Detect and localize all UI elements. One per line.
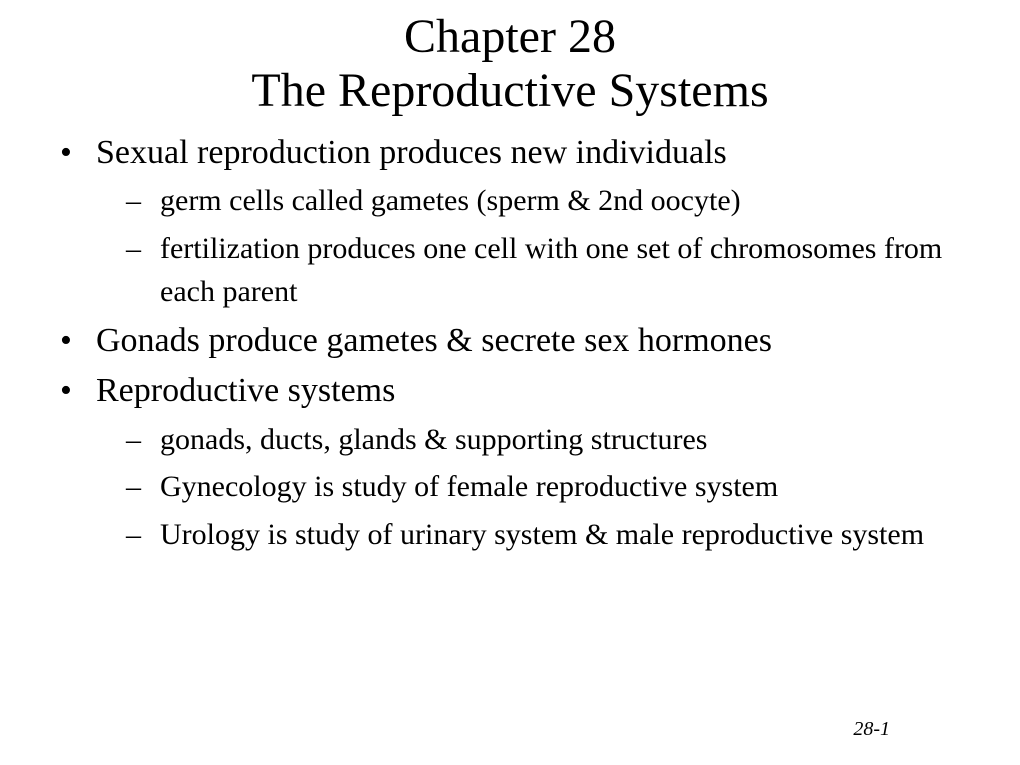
sub-list: gonads, ducts, glands & supporting struc…	[96, 418, 980, 557]
list-item: fertilization produces one cell with one…	[126, 227, 980, 314]
sub-list: germ cells called gametes (sperm & 2nd o…	[96, 179, 980, 314]
list-item: Urology is study of urinary system & mal…	[126, 513, 980, 557]
bullet-text: Sexual reproduction produces new individ…	[96, 134, 727, 171]
bullet-text: germ cells called gametes (sperm & 2nd o…	[160, 184, 741, 217]
list-item: Sexual reproduction produces new individ…	[60, 130, 980, 314]
slide-container: Chapter 28 The Reproductive Systems Sexu…	[0, 0, 1020, 580]
list-item: gonads, ducts, glands & supporting struc…	[126, 418, 980, 462]
list-item: Gynecology is study of female reproducti…	[126, 465, 980, 509]
page-number: 28-1	[853, 718, 890, 741]
bullet-text: fertilization produces one cell with one…	[160, 232, 942, 309]
title-line-1: Chapter 28	[40, 10, 980, 64]
list-item: Gonads produce gametes & secrete sex hor…	[60, 318, 980, 364]
bullet-text: Gynecology is study of female reproducti…	[160, 470, 778, 503]
title-line-2: The Reproductive Systems	[40, 64, 980, 118]
bullet-text: gonads, ducts, glands & supporting struc…	[160, 423, 707, 456]
slide-title: Chapter 28 The Reproductive Systems	[40, 10, 980, 118]
list-item: germ cells called gametes (sperm & 2nd o…	[126, 179, 980, 223]
bullet-text: Urology is study of urinary system & mal…	[160, 518, 924, 551]
bullet-text: Gonads produce gametes & secrete sex hor…	[96, 322, 772, 359]
bullet-list: Sexual reproduction produces new individ…	[40, 130, 980, 557]
bullet-text: Reproductive systems	[96, 372, 395, 409]
list-item: Reproductive systems gonads, ducts, glan…	[60, 368, 980, 556]
